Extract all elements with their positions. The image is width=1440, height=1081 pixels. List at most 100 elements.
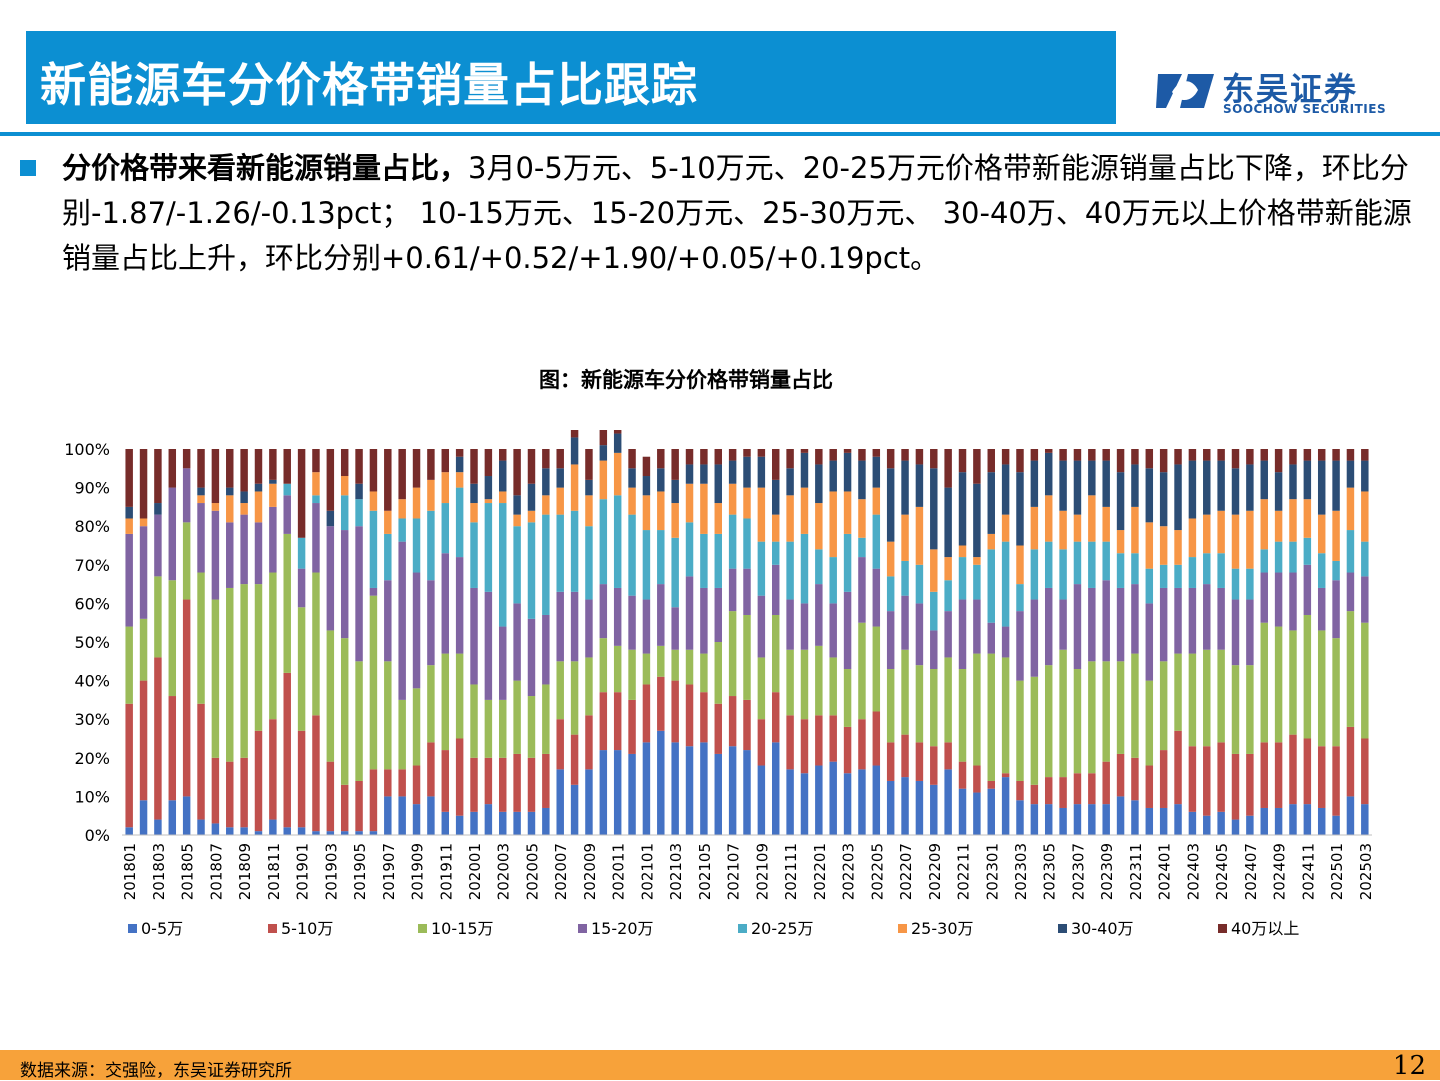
bar-segment (1131, 449, 1139, 465)
page-number: 12 (1392, 1051, 1426, 1081)
bar-segment (772, 564, 780, 615)
bar-segment (513, 811, 521, 835)
x-tick-label: 202503 (1357, 843, 1375, 900)
bar-segment (1174, 587, 1182, 654)
bar-segment (197, 449, 205, 488)
bar-segment (542, 468, 550, 496)
bar-segment (1016, 449, 1024, 473)
bar-segment (283, 827, 291, 835)
x-tick-label: 202305 (1041, 843, 1059, 900)
bar-segment (944, 557, 952, 581)
bar-segment (1260, 499, 1268, 550)
bar-segment (384, 769, 392, 797)
page-title: 新能源车分价格带销量占比跟踪 (40, 58, 698, 112)
bar-segment (772, 514, 780, 542)
bar-segment (1131, 464, 1139, 507)
bar-segment (829, 449, 837, 461)
bar-segment (355, 499, 363, 527)
bar-segment (427, 510, 435, 581)
x-tick-label: 202109 (753, 843, 771, 900)
bar-segment (398, 769, 406, 797)
bar-segment (599, 460, 608, 500)
bar-segment (412, 487, 421, 519)
bar-segment (168, 696, 177, 801)
bar-segment (240, 449, 248, 492)
bar-segment (700, 742, 708, 835)
bar-segment (958, 669, 967, 762)
bar-segment (1260, 742, 1268, 808)
bar-segment (269, 819, 277, 835)
bar-segment (1016, 584, 1024, 612)
bar-segment (1203, 746, 1211, 816)
bar-segment (599, 445, 608, 461)
bar-segment (915, 780, 924, 835)
bar-segment (743, 699, 751, 751)
bar-segment (269, 483, 277, 507)
bar-segment (772, 614, 780, 693)
bar-segment (254, 483, 263, 492)
bar-segment (312, 472, 320, 496)
bar-segment (1159, 661, 1168, 751)
y-tick-label: 30% (74, 710, 110, 729)
bar-segment (197, 487, 205, 496)
bar-segment (1246, 599, 1254, 666)
bar-segment (499, 757, 507, 812)
bar-segment (326, 510, 335, 527)
bar-segment (542, 495, 550, 515)
bar-segment (585, 769, 593, 835)
bar-segment (800, 487, 809, 534)
bar-segment (197, 503, 205, 573)
bar-segment (1131, 800, 1139, 835)
bar-segment (1332, 580, 1340, 639)
x-tick-label: 201911 (437, 843, 455, 900)
bar-segment (930, 591, 938, 631)
bar-segment (944, 742, 952, 770)
bar-segment (1030, 676, 1039, 785)
bar-segment (1030, 784, 1039, 805)
bar-segment (1246, 449, 1254, 465)
bar-segment (1274, 541, 1283, 573)
x-tick-label: 201803 (150, 843, 168, 900)
bar-segment (226, 827, 234, 835)
bar-segment (1073, 804, 1082, 835)
bar-segment (815, 765, 823, 835)
bar-segment (714, 449, 722, 465)
bar-segment (470, 503, 478, 523)
bar-segment (1001, 449, 1010, 465)
bar-segment (1203, 584, 1211, 650)
bar-segment (685, 449, 694, 465)
bar-segment (384, 510, 392, 534)
bar-segment (240, 827, 248, 835)
bar-segment (858, 499, 866, 538)
bar-segment (1145, 468, 1154, 523)
bar-segment (1246, 815, 1254, 835)
bar-segment (297, 730, 306, 828)
bar-segment (570, 734, 579, 785)
summary-paragraph: 分价格带来看新能源销量占比，3月0-5万元、5-10万元、20-25万元价格带新… (62, 146, 1422, 281)
bar-segment (254, 491, 263, 523)
bar-segment (915, 742, 924, 781)
bar-segment (1260, 622, 1268, 743)
bar-segment (613, 452, 622, 496)
bar-segment (930, 549, 938, 592)
bar-segment (815, 715, 823, 766)
bar-segment (1016, 472, 1024, 546)
bar-segment (628, 487, 636, 515)
bar-segment (513, 495, 521, 515)
bar-segment (211, 757, 220, 824)
bar-segment (973, 765, 981, 793)
bar-segment (1303, 537, 1312, 565)
bar-segment (685, 684, 694, 747)
bar-segment (628, 468, 636, 488)
bar-segment (412, 804, 421, 835)
bar-segment (283, 672, 291, 828)
bar-segment (772, 742, 780, 835)
bar-segment (987, 533, 995, 550)
bar-segment (714, 703, 722, 754)
bar-segment (269, 506, 277, 573)
bar-segment (1016, 680, 1024, 781)
bar-segment (1030, 599, 1039, 677)
bar-segment (1317, 514, 1326, 554)
bar-segment (915, 564, 924, 604)
bar-segment (340, 831, 349, 835)
